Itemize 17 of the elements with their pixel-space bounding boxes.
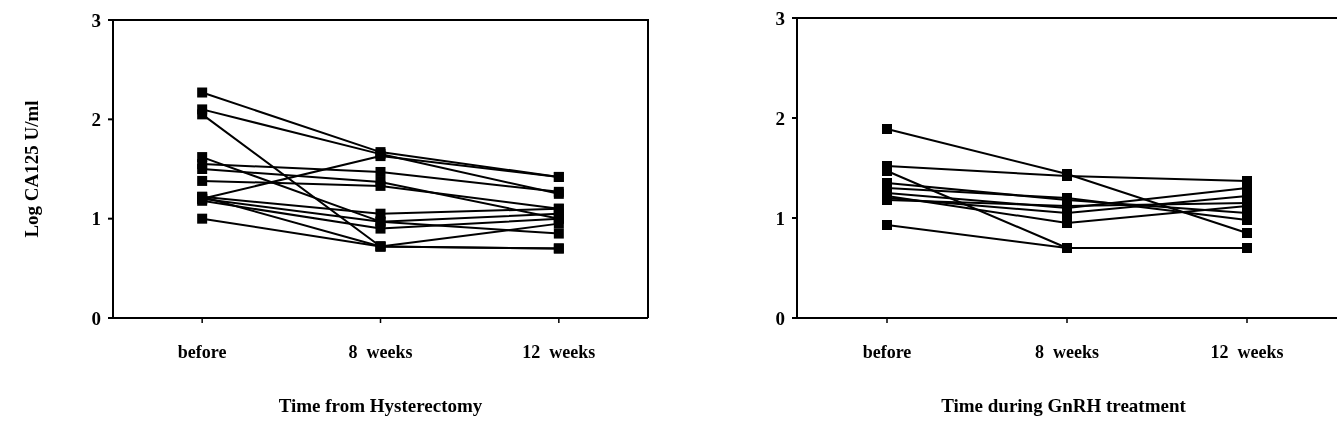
y-tick-label: 2 xyxy=(775,107,785,129)
y-tick-label: 2 xyxy=(91,108,101,130)
x-tick-label: 8 weeks xyxy=(1035,342,1099,362)
y-tick-label: 0 xyxy=(91,307,101,329)
y-tick-label: 1 xyxy=(775,207,785,229)
x-axis-title: Time during GnRH treatment xyxy=(941,395,1187,416)
x-tick-label: before xyxy=(862,342,912,362)
y-tick-label: 3 xyxy=(775,7,785,29)
y-tick-label: 1 xyxy=(91,208,101,230)
y-tick-label: 3 xyxy=(91,9,101,31)
y-tick-label: 0 xyxy=(775,307,785,329)
x-axis-title: Time from Hysterectomy xyxy=(278,395,483,416)
x-tick-label: 12 weeks xyxy=(522,342,596,362)
x-tick-label: 12 weeks xyxy=(1210,342,1284,362)
x-tick-label: 8 weeks xyxy=(348,342,413,362)
y-axis-title: Log CA125 U/ml xyxy=(21,100,42,238)
x-tick-label: before xyxy=(177,342,227,362)
